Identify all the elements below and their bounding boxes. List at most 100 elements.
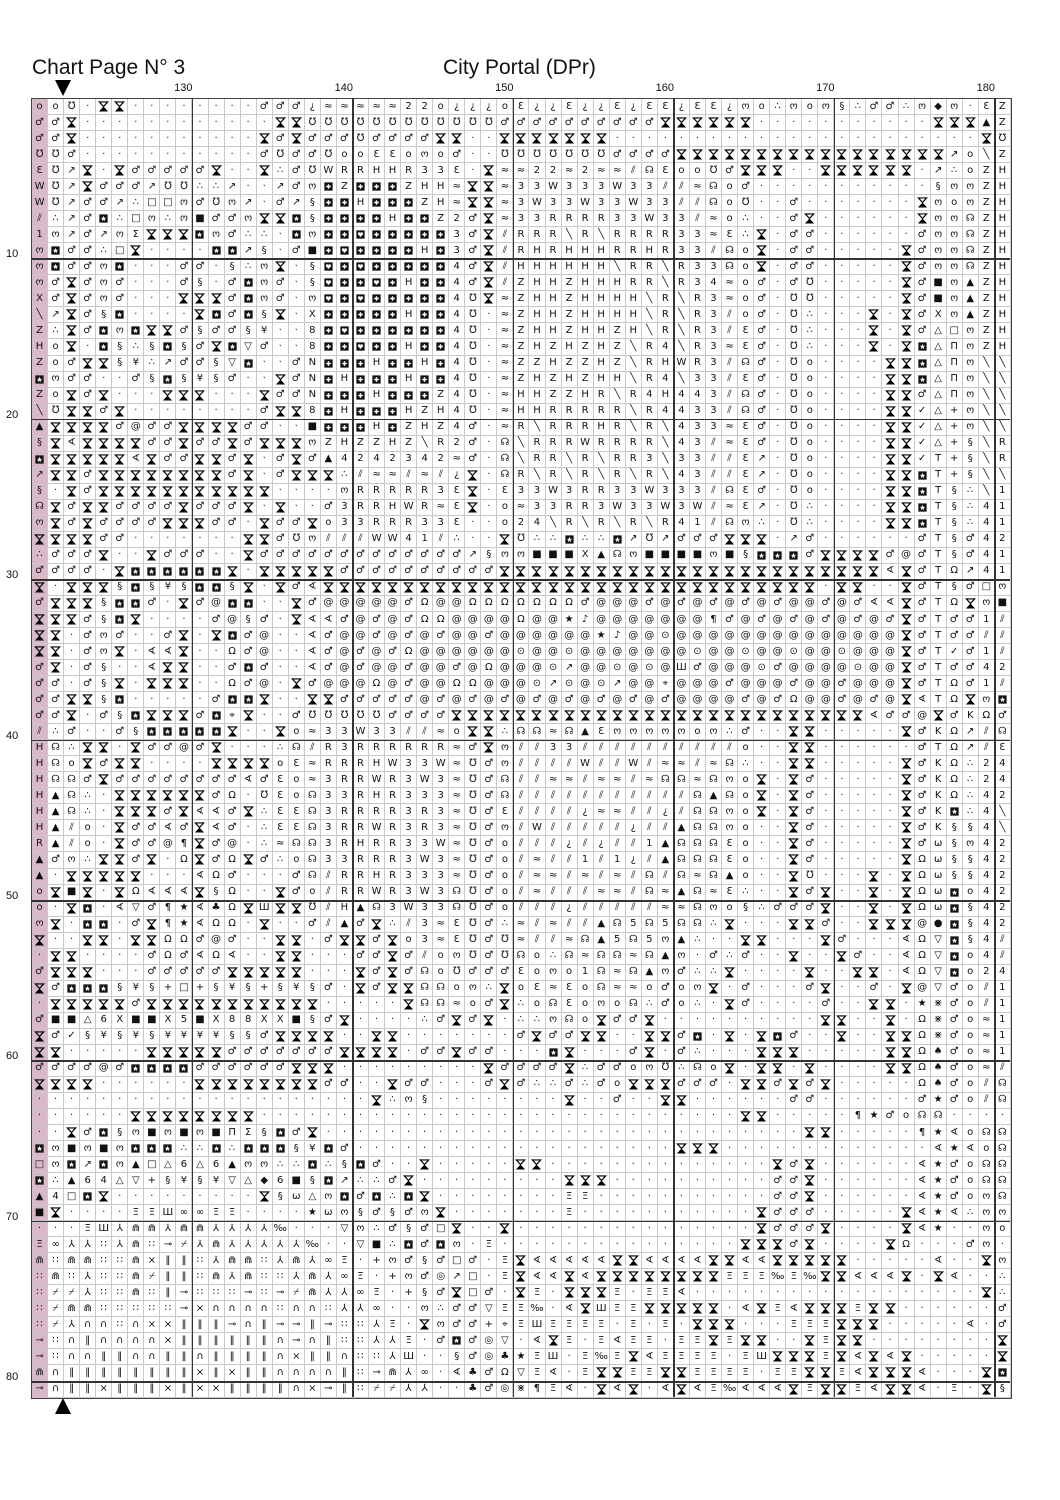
hourglass-icon — [66, 277, 78, 288]
stitch-cell: ო — [497, 756, 514, 773]
stitch-cell: Z — [513, 323, 530, 340]
hourglass-icon — [162, 710, 174, 721]
stitch-cell: ¿ — [449, 99, 466, 116]
hourglass-icon — [467, 710, 479, 721]
hourglass-icon — [483, 1015, 495, 1026]
stitch-cell: ო — [304, 531, 321, 548]
stitch-cell: 3 — [705, 387, 723, 404]
stitch-cell: · — [401, 1157, 418, 1174]
stitch-cell — [256, 387, 273, 404]
stitch-cell: ♂ — [112, 179, 129, 196]
stitch-cell — [722, 1028, 739, 1045]
hourglass-icon — [226, 967, 238, 978]
stitch-cell: o — [529, 996, 546, 1013]
stitch-cell: ╲ — [577, 515, 594, 532]
hourglass-icon — [836, 566, 848, 577]
stitch-cell — [64, 531, 81, 548]
stitch-cell: @ — [705, 644, 723, 661]
hourglass-icon — [98, 854, 110, 866]
stitch-cell: ≈ — [433, 932, 450, 949]
stitch-cell: H — [657, 387, 674, 404]
stitch-cell: ∴ — [754, 515, 771, 532]
stitch-cell: ♂ — [256, 99, 273, 116]
stitch-cell: 4 — [449, 339, 466, 356]
stitch-cell: ℧ — [304, 115, 321, 132]
stitch-cell: ♂ — [481, 563, 498, 580]
stitch-cell: ≈ — [705, 884, 723, 901]
stitch-cell: ▽ — [224, 1173, 241, 1190]
stitch-cell: @ — [625, 595, 642, 612]
stitch-cell: · — [802, 1012, 819, 1029]
stitch-cell: ♂ — [481, 948, 498, 965]
stitch-cell: ★ — [930, 1125, 947, 1142]
stitch-cell — [224, 435, 241, 452]
stitch-cell — [368, 227, 386, 244]
stitch-cell: Ω — [946, 676, 963, 693]
stitch-cell: ▲ — [224, 1157, 241, 1174]
stitch-cell: ⫽ — [722, 355, 739, 372]
star-square-icon — [34, 374, 45, 385]
stitch-cell: · — [128, 275, 145, 292]
stitch-cell: o — [738, 804, 755, 821]
stitch-cell: · — [224, 131, 241, 148]
stitch-cell: @ — [898, 547, 915, 564]
stitch-cell: ♂ — [80, 259, 97, 276]
stitch-cell: · — [64, 628, 81, 645]
stitch-cell: ≈ — [978, 1060, 995, 1077]
stitch-cell: ♂ — [32, 595, 49, 612]
stitch-cell: § — [32, 435, 49, 452]
hourglass-icon — [836, 1015, 848, 1026]
stitch-cell — [112, 868, 129, 885]
hourglass-icon — [210, 758, 222, 769]
stitch-cell: @ — [689, 676, 706, 693]
stitch-cell — [160, 339, 177, 356]
stitch-cell: · — [160, 852, 177, 869]
stitch-cell — [288, 676, 305, 693]
stitch-cell: · — [673, 1108, 690, 1125]
stitch-cell: ■ — [930, 275, 947, 292]
stitch-cell: 2 — [994, 852, 1011, 869]
stitch-cell: 3 — [352, 515, 369, 532]
hourglass-icon — [772, 149, 784, 160]
stitch-cell: @ — [641, 692, 658, 709]
hourglass-icon — [884, 405, 896, 417]
stitch-cell: · — [770, 1108, 787, 1125]
hourglass-icon — [836, 165, 848, 176]
stitch-cell: X — [256, 1012, 273, 1029]
stitch-cell — [304, 515, 321, 532]
hourglass-icon — [563, 1063, 575, 1074]
stitch-cell: H — [529, 275, 546, 292]
stitch-cell: ♂ — [417, 563, 434, 580]
stitch-cell: ∢ — [304, 628, 321, 645]
stitch-cell: ♂ — [208, 435, 225, 452]
hourglass-icon — [130, 758, 142, 769]
stitch-cell: ☊ — [705, 852, 723, 869]
hourglass-icon — [98, 357, 110, 369]
stitch-cell: R — [625, 227, 642, 244]
stitch-cell: ო — [946, 307, 963, 324]
stitch-cell — [176, 595, 193, 612]
stitch-cell — [352, 980, 369, 997]
stitch-cell: 2 — [529, 163, 546, 180]
hourglass-icon — [756, 710, 768, 721]
stitch-cell — [754, 227, 771, 244]
stitch-cell: ♂ — [304, 451, 321, 468]
stitch-cell — [705, 980, 723, 997]
stitch-cell: H — [336, 371, 353, 388]
stitch-cell: ∴ — [738, 211, 755, 228]
stitch-cell: ♂ — [834, 676, 851, 693]
stitch-cell — [786, 868, 803, 885]
hourglass-icon — [884, 421, 896, 433]
stitch-cell — [176, 804, 193, 821]
stitch-cell: 3 — [401, 756, 418, 773]
stitch-cell — [96, 451, 113, 468]
hourglass-icon — [98, 742, 110, 753]
stitch-cell: ♂ — [368, 1157, 386, 1174]
stitch-cell: ▲ — [641, 964, 658, 981]
stitch-cell: · — [850, 980, 867, 997]
hourglass-icon — [50, 454, 62, 465]
stitch-cell: § — [144, 339, 161, 356]
stitch-cell: ♂ — [786, 211, 803, 228]
stitch-cell: H — [593, 419, 610, 436]
stitch-cell: · — [834, 371, 851, 388]
